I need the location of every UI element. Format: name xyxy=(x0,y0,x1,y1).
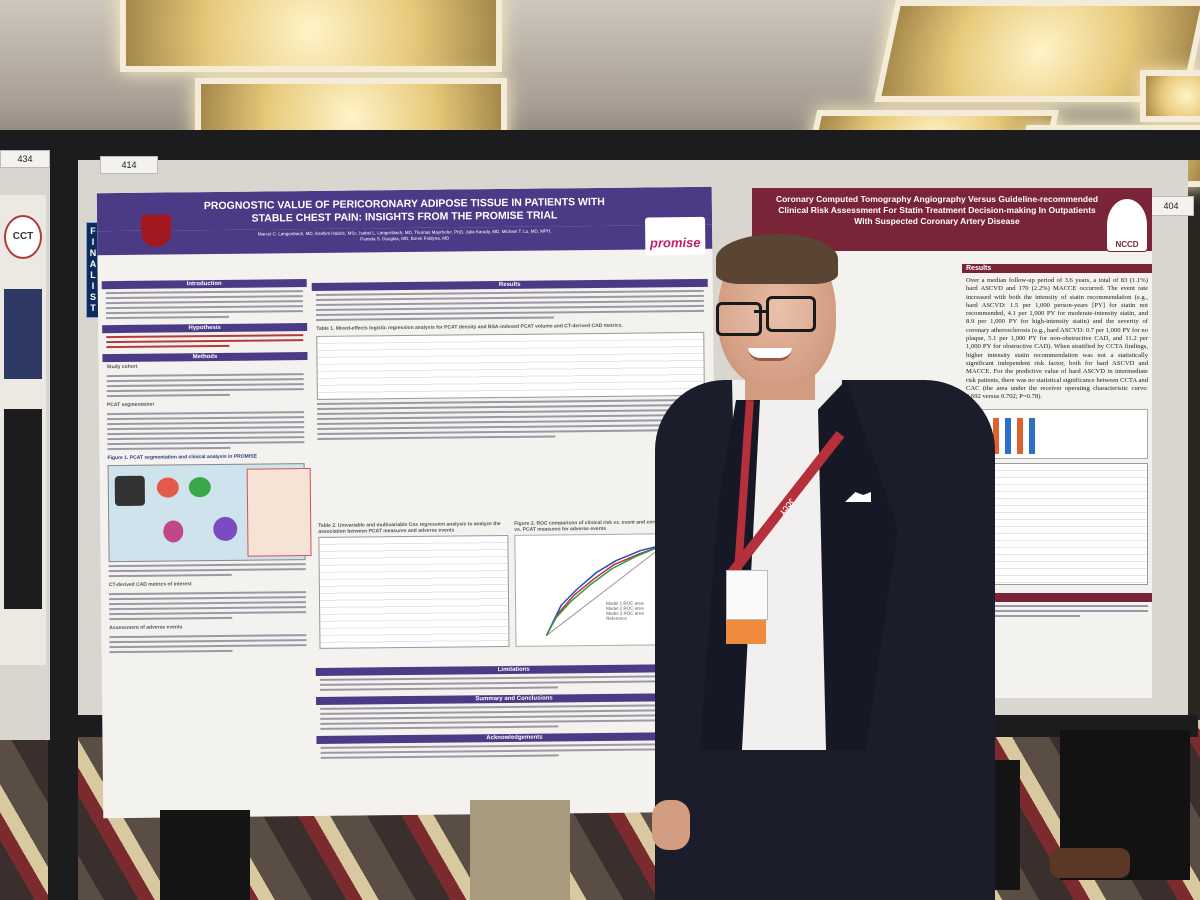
section-results-right: Results xyxy=(962,264,1152,273)
table2 xyxy=(318,534,510,649)
table2-wrap: Table 2. Univariable and multivariable C… xyxy=(318,521,510,649)
far-left-poster: CCT xyxy=(0,195,46,665)
presenter-glasses-left-lens xyxy=(716,302,762,336)
presenter: JCCT xyxy=(640,230,1010,900)
nccd-logo: NCCD xyxy=(1106,198,1148,252)
ceiling-light xyxy=(120,0,502,72)
board-number-far-left: 434 xyxy=(0,150,50,168)
poster-right-title-line2: Clinical Risk Assessment For Statin Trea… xyxy=(778,205,1096,215)
presenter-smile xyxy=(748,348,792,361)
figure1-caption: Figure 1. PCAT segmentation and clinical… xyxy=(107,453,257,462)
poster-right-title: Coronary Computed Tomography Angiography… xyxy=(752,188,1152,231)
poster-left-authors: Marcel C. Langenbach, MD, Ibrahim Hadzic… xyxy=(97,224,713,256)
roc-curves xyxy=(545,543,666,636)
presenter-pocket-square xyxy=(845,492,871,502)
subhead-assessment: Assessment of adverse events xyxy=(109,624,183,632)
far-left-logo: CCT xyxy=(4,215,42,259)
board-top-rail xyxy=(0,130,1200,160)
attendee-legs xyxy=(470,800,570,900)
board-post xyxy=(48,150,78,900)
board-number-center: 414 xyxy=(100,156,158,174)
roc-chart: Model 1 ROC area Model 2 ROC area Model … xyxy=(514,532,708,647)
figure1-image xyxy=(107,463,312,563)
poster-left-col1: Introduction Hypothesis Methods Study co… xyxy=(101,279,313,811)
ceiling-light xyxy=(1140,70,1200,122)
attendee-shoe xyxy=(1050,848,1130,878)
harvard-shield-icon xyxy=(140,214,172,247)
poster-left-title: PROGNOSTIC VALUE OF PERICORONARY ADIPOSE… xyxy=(96,186,713,232)
poster-right-results: Results Over a median follow-up period o… xyxy=(962,264,1152,694)
figure2-wrap: Figure 2. ROC comparison of clinical ris… xyxy=(514,519,708,647)
results-bar-chart xyxy=(966,409,1148,460)
subhead-study-cohort: Study cohort xyxy=(106,363,138,371)
poster-right-authors xyxy=(752,231,1152,251)
roc-legend: Model 1 ROC area Model 2 ROC area Model … xyxy=(606,600,644,621)
far-left-figure xyxy=(4,409,42,609)
poster-left: PROGNOSTIC VALUE OF PERICORONARY ADIPOSE… xyxy=(96,186,719,819)
table2-caption: Table 2. Univariable and multivariable C… xyxy=(318,521,501,535)
poster-right-title-line3: With Suspected Coronary Artery Disease xyxy=(854,216,1020,226)
presenter-glasses-bridge xyxy=(754,310,768,313)
presenter-glasses-right-lens xyxy=(766,296,816,332)
far-left-figure xyxy=(4,289,42,379)
attendee-legs xyxy=(160,810,250,900)
presenter-hand xyxy=(652,800,690,850)
presenter-hair xyxy=(716,234,838,284)
board-number-right: 404 xyxy=(1148,196,1194,216)
poster-left-col2: Results Table 1. Mixed-effects logistic … xyxy=(311,278,714,813)
presenter-badge-ribbon xyxy=(726,620,766,644)
results-table xyxy=(966,463,1148,586)
subhead-pcat-segmentation: PCAT segmentation xyxy=(106,401,155,409)
section-introduction: Introduction xyxy=(101,279,307,290)
section-hypothesis: Hypothesis xyxy=(102,323,308,334)
subhead-ct-derived: CT-derived CAD metrics of interest xyxy=(108,581,192,589)
results-paragraph: Over a median follow-up period of 3.6 ye… xyxy=(966,277,1148,401)
presenter-badge xyxy=(726,570,768,620)
poster-right-title-line1: Coronary Computed Tomography Angiography… xyxy=(775,194,1099,204)
